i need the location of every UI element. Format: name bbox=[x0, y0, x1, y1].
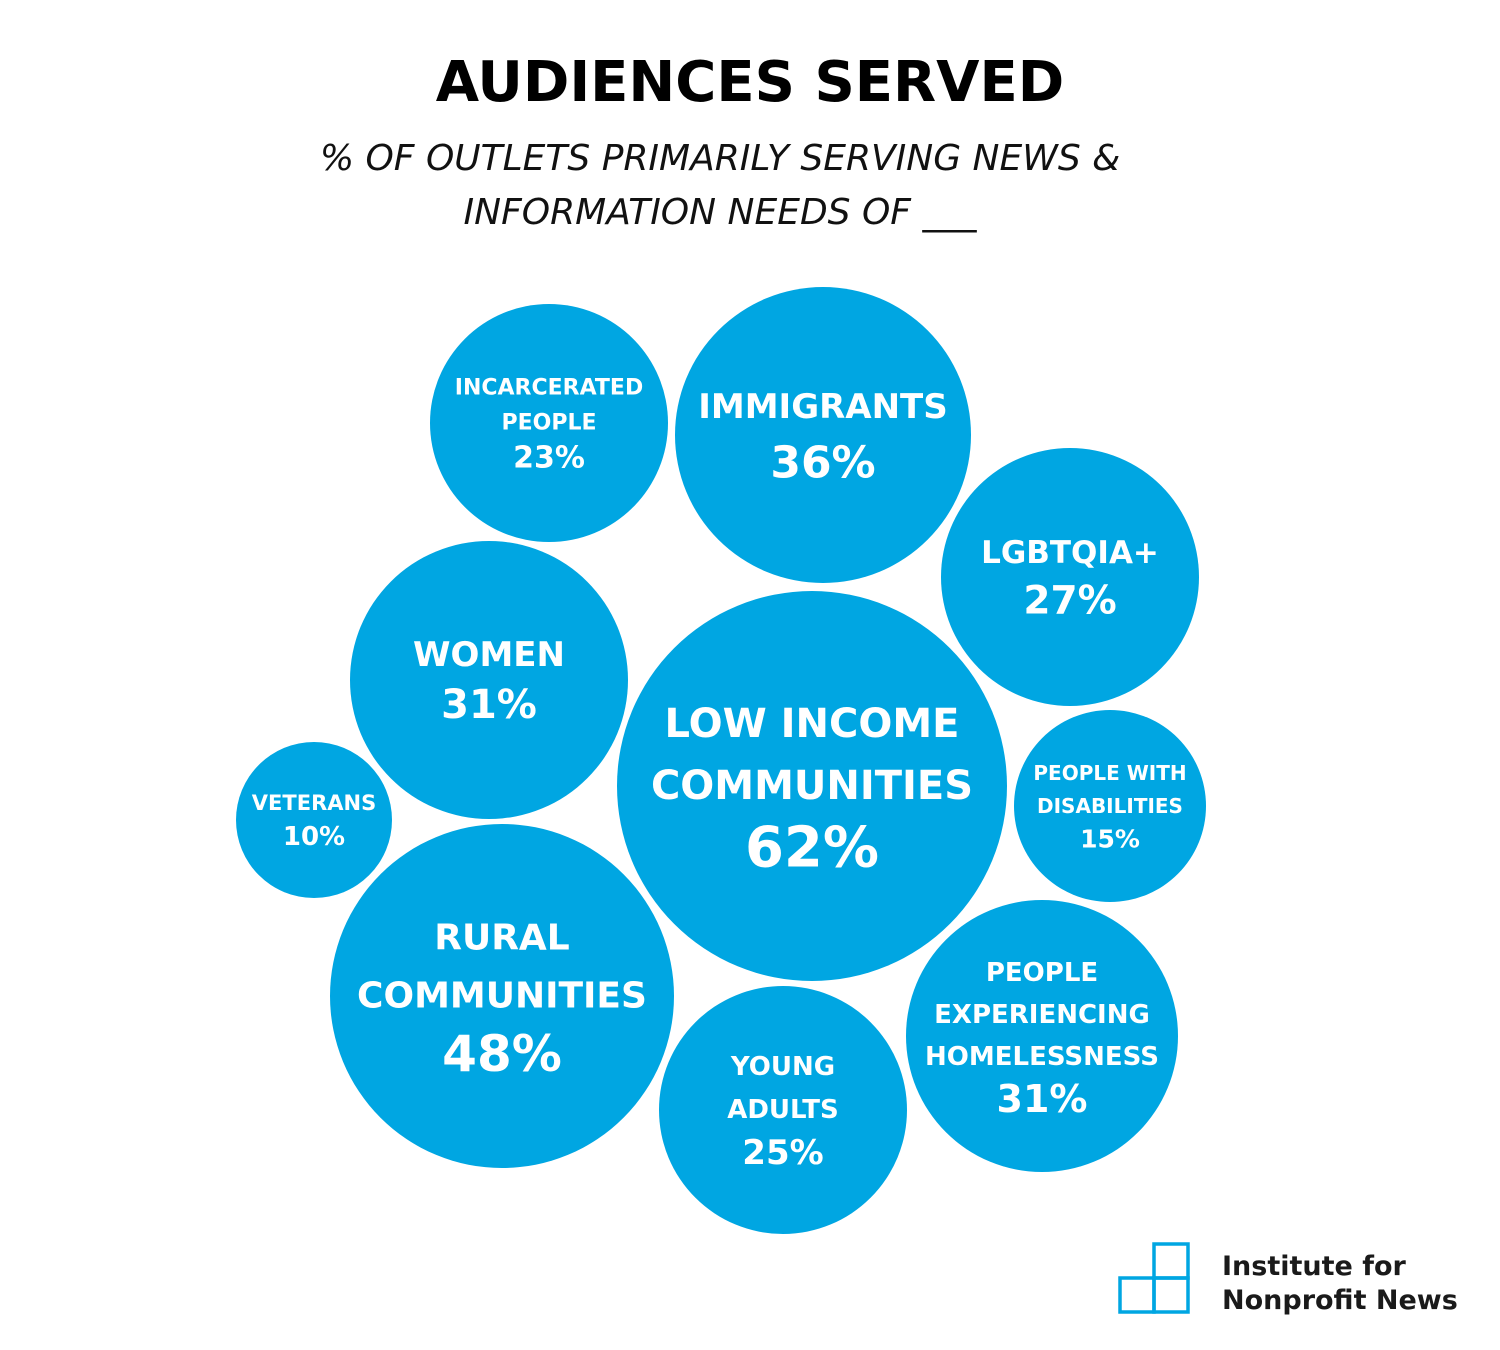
bubble-young-adults: YOUNG ADULTS 25% bbox=[659, 986, 907, 1234]
bubble-people-with-disabilities: PEOPLE WITH DISABILITIES 15% bbox=[1014, 710, 1206, 902]
bubble-value-lgbtqia: 27% bbox=[1023, 579, 1116, 624]
bubble-name-women: WOMEN bbox=[413, 635, 565, 675]
bubble-incarcerated-people: INCARCERATED PEOPLE 23% bbox=[430, 304, 668, 542]
bubble-circle-incarcerated-people bbox=[430, 304, 668, 542]
bubble-name-veterans: VETERANS bbox=[252, 791, 376, 815]
bubble-circle-people-with-disabilities bbox=[1014, 710, 1206, 902]
bubble-name-young-adults: ADULTS bbox=[727, 1095, 839, 1125]
bubble-name-incarcerated-people: PEOPLE bbox=[501, 411, 596, 436]
bubble-value-young-adults: 25% bbox=[742, 1133, 823, 1173]
bubble-name-people-with-disabilities: PEOPLE WITH bbox=[1033, 761, 1186, 785]
bubble-people-experiencing-homelessness: PEOPLE EXPERIENCING HOMELESSNESS 31% bbox=[906, 900, 1178, 1172]
bubble-women: WOMEN 31% bbox=[350, 541, 628, 819]
bubble-name-people-experiencing-homelessness: PEOPLE bbox=[986, 958, 1098, 988]
logo-wordmark: Institute for Nonprofit News bbox=[1222, 1250, 1458, 1318]
bubble-value-women: 31% bbox=[441, 682, 537, 728]
logo-line-1: Institute for bbox=[1222, 1251, 1406, 1282]
bubble-value-incarcerated-people: 23% bbox=[513, 441, 585, 476]
bubble-value-immigrants: 36% bbox=[770, 438, 875, 489]
bubble-name-low-income-communities: LOW INCOME bbox=[665, 701, 960, 747]
logo-line-2: Nonprofit News bbox=[1222, 1285, 1458, 1316]
bubble-name-incarcerated-people: INCARCERATED bbox=[455, 376, 643, 401]
organization-logo: Institute for Nonprofit News bbox=[1118, 1242, 1498, 1322]
bubble-circle-women bbox=[350, 541, 628, 819]
bubble-name-people-with-disabilities: DISABILITIES bbox=[1037, 794, 1183, 818]
bubble-circle-veterans bbox=[236, 742, 392, 898]
bubble-name-young-adults: YOUNG bbox=[730, 1052, 835, 1082]
bubble-low-income-communities: LOW INCOME COMMUNITIES 62% bbox=[617, 591, 1007, 981]
bubble-name-rural-communities: COMMUNITIES bbox=[357, 976, 647, 1017]
stacked-squares-icon bbox=[1118, 1242, 1190, 1314]
bubble-circle-low-income-communities bbox=[617, 591, 1007, 981]
bubble-name-immigrants: IMMIGRANTS bbox=[698, 387, 948, 427]
bubble-value-people-experiencing-homelessness: 31% bbox=[997, 1077, 1088, 1121]
bubble-name-low-income-communities: COMMUNITIES bbox=[651, 763, 973, 809]
bubble-name-rural-communities: RURAL bbox=[434, 918, 569, 959]
chart-subtitle: % OF OUTLETS PRIMARILY SERVING NEWS & IN… bbox=[319, 138, 1121, 233]
bubble-circle-people-experiencing-homelessness bbox=[906, 900, 1178, 1172]
bubble-circle-rural-communities bbox=[330, 824, 674, 1168]
bubble-value-people-with-disabilities: 15% bbox=[1080, 825, 1140, 854]
bubble-value-low-income-communities: 62% bbox=[745, 816, 879, 881]
bubble-name-people-experiencing-homelessness: HOMELESSNESS bbox=[925, 1042, 1159, 1072]
bubble-circle-lgbtqia bbox=[941, 448, 1199, 706]
bubble-rural-communities: RURAL COMMUNITIES 48% bbox=[330, 824, 674, 1168]
bubble-immigrants: IMMIGRANTS 36% bbox=[675, 287, 971, 583]
bubble-lgbtqia: LGBTQIA+ 27% bbox=[941, 448, 1199, 706]
bubble-value-veterans: 10% bbox=[283, 822, 345, 852]
bubble-veterans: VETERANS 10% bbox=[236, 742, 392, 898]
chart-title: AUDIENCES SERVED bbox=[435, 50, 1065, 115]
bubble-circle-young-adults bbox=[659, 986, 907, 1234]
bubble-name-people-experiencing-homelessness: EXPERIENCING bbox=[934, 1000, 1150, 1030]
bubble-value-rural-communities: 48% bbox=[442, 1025, 562, 1083]
bubble-name-lgbtqia: LGBTQIA+ bbox=[981, 535, 1159, 571]
bubble-circle-immigrants bbox=[675, 287, 971, 583]
